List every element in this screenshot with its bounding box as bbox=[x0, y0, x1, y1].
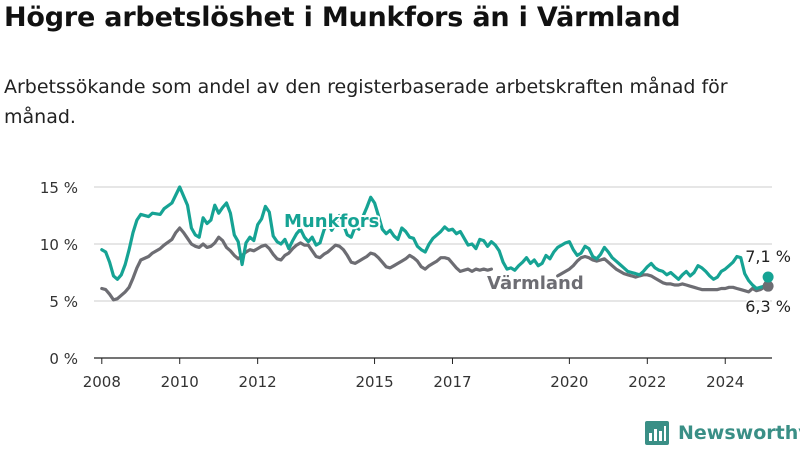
y-tick-label: 0 % bbox=[49, 350, 78, 368]
newsworthy-bar-chart-logo-icon bbox=[645, 421, 669, 445]
x-tick-label: 2024 bbox=[706, 373, 744, 391]
x-tick-label: 2017 bbox=[433, 373, 471, 391]
chart-title: Högre arbetslöshet i Munkfors än i Värml… bbox=[4, 2, 681, 33]
series-line-varmland bbox=[556, 254, 770, 294]
y-tick-label: 15 % bbox=[40, 179, 78, 197]
end-value-label-munkfors: 7,1 % bbox=[745, 247, 791, 266]
y-tick-label: 10 % bbox=[40, 236, 78, 254]
x-tick-label: 2010 bbox=[161, 373, 199, 391]
varmland-end-marker bbox=[762, 280, 774, 292]
series-label-munkfors: Munkfors bbox=[284, 211, 379, 232]
label-layer: Munkfors Värmland 7,1 % 6,3 % bbox=[282, 209, 792, 318]
chart-subtitle: Arbetssökande som andel av den registerb… bbox=[4, 76, 728, 128]
grid-layer bbox=[94, 186, 772, 359]
x-tick-label: 2012 bbox=[239, 373, 277, 391]
brand-name: Newsworthy bbox=[678, 422, 800, 444]
series-label-varmland: Värmland bbox=[487, 273, 584, 294]
x-tick-label: 2022 bbox=[628, 373, 666, 391]
x-tick-label: 2015 bbox=[355, 373, 393, 391]
brand-logo: Newsworthy bbox=[644, 418, 800, 448]
series-line-munkfors bbox=[100, 185, 770, 291]
series-layer bbox=[100, 185, 774, 302]
munkfors-end-marker bbox=[762, 271, 774, 283]
x-tick-label: 2008 bbox=[83, 373, 121, 391]
x-tick-label: 2020 bbox=[550, 373, 588, 391]
end-value-label-varmland: 6,3 % bbox=[745, 297, 791, 316]
y-tick-label: 5 % bbox=[49, 293, 78, 311]
axis-layer: 0 % 5 % 10 % 15 % 2008 2010 2012 2015 2017 2020 20… bbox=[40, 179, 744, 391]
series-line-varmland bbox=[100, 226, 493, 302]
